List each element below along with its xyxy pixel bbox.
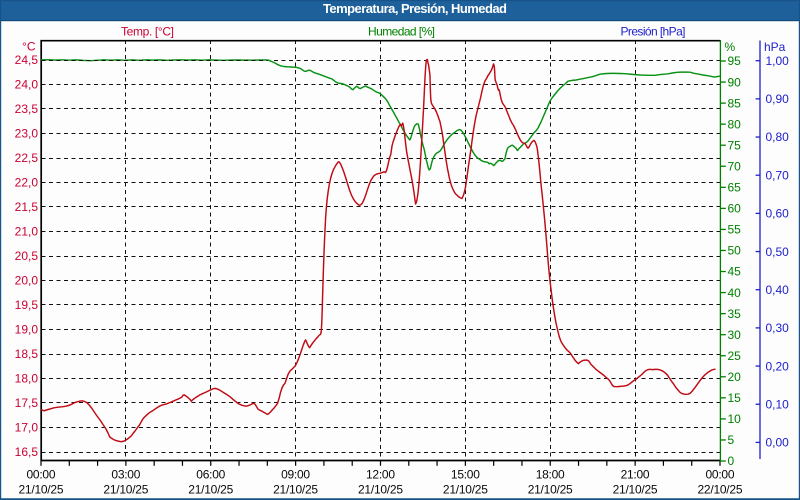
svg-text:Humedad [%]: Humedad [%] — [368, 25, 435, 39]
svg-text:Temperatura, Presión, Humedad: Temperatura, Presión, Humedad — [323, 1, 507, 16]
svg-text:00:00: 00:00 — [706, 468, 735, 482]
svg-text:21,5: 21,5 — [15, 200, 39, 214]
svg-text:%: % — [725, 40, 736, 54]
svg-text:90: 90 — [728, 75, 742, 89]
svg-text:75: 75 — [728, 138, 742, 152]
svg-text:hPa: hPa — [764, 40, 786, 54]
svg-text:21/10/25: 21/10/25 — [528, 482, 573, 496]
svg-text:0,70: 0,70 — [766, 168, 790, 182]
svg-text:85: 85 — [728, 96, 742, 110]
svg-text:19,0: 19,0 — [15, 323, 39, 337]
svg-text:22,5: 22,5 — [15, 151, 39, 165]
svg-text:20,5: 20,5 — [15, 249, 39, 263]
svg-text:18,5: 18,5 — [15, 347, 39, 361]
svg-text:0,00: 0,00 — [766, 436, 790, 450]
svg-text:21/10/25: 21/10/25 — [358, 482, 403, 496]
svg-text:17,0: 17,0 — [15, 421, 39, 435]
svg-text:24,0: 24,0 — [15, 78, 39, 92]
svg-text:20: 20 — [728, 370, 742, 384]
svg-text:12:00: 12:00 — [366, 468, 395, 482]
svg-text:10: 10 — [728, 412, 742, 426]
svg-text:21/10/25: 21/10/25 — [273, 482, 318, 496]
svg-text:18,0: 18,0 — [15, 372, 39, 386]
svg-text:45: 45 — [728, 265, 742, 279]
svg-text:21/10/25: 21/10/25 — [19, 482, 64, 496]
svg-text:95: 95 — [728, 54, 742, 68]
svg-text:15:00: 15:00 — [451, 468, 480, 482]
svg-text:20,0: 20,0 — [15, 274, 39, 288]
svg-text:21,0: 21,0 — [15, 225, 39, 239]
svg-text:30: 30 — [728, 328, 742, 342]
svg-text:21/10/25: 21/10/25 — [188, 482, 233, 496]
svg-text:°C: °C — [22, 40, 36, 54]
svg-text:19,5: 19,5 — [15, 298, 39, 312]
svg-text:0,30: 0,30 — [766, 321, 790, 335]
svg-text:0,10: 0,10 — [766, 397, 790, 411]
svg-text:0,80: 0,80 — [766, 130, 790, 144]
svg-text:21/10/25: 21/10/25 — [103, 482, 148, 496]
svg-text:0,90: 0,90 — [766, 92, 790, 106]
svg-text:65: 65 — [728, 181, 742, 195]
svg-text:15: 15 — [728, 391, 742, 405]
svg-text:23,0: 23,0 — [15, 127, 39, 141]
svg-text:0,60: 0,60 — [766, 207, 790, 221]
svg-text:16,5: 16,5 — [15, 445, 39, 459]
svg-text:0,50: 0,50 — [766, 245, 790, 259]
svg-text:40: 40 — [728, 286, 742, 300]
svg-text:80: 80 — [728, 117, 742, 131]
svg-text:25: 25 — [728, 349, 742, 363]
svg-text:17,5: 17,5 — [15, 396, 39, 410]
svg-text:Presión [hPa]: Presión [hPa] — [621, 25, 686, 39]
svg-text:00:00: 00:00 — [27, 468, 56, 482]
svg-text:03:00: 03:00 — [111, 468, 140, 482]
svg-text:06:00: 06:00 — [196, 468, 225, 482]
svg-text:60: 60 — [728, 202, 742, 216]
svg-text:21/10/25: 21/10/25 — [443, 482, 488, 496]
svg-text:22/10/25: 22/10/25 — [698, 482, 743, 496]
svg-text:70: 70 — [728, 160, 742, 174]
svg-text:22,0: 22,0 — [15, 176, 39, 190]
svg-text:0: 0 — [728, 454, 735, 468]
svg-text:0,40: 0,40 — [766, 283, 790, 297]
svg-text:09:00: 09:00 — [281, 468, 310, 482]
svg-text:18:00: 18:00 — [536, 468, 565, 482]
svg-text:0,20: 0,20 — [766, 359, 790, 373]
svg-text:21/10/25: 21/10/25 — [613, 482, 658, 496]
svg-text:23,5: 23,5 — [15, 102, 39, 116]
svg-text:1,00: 1,00 — [766, 54, 790, 68]
svg-text:55: 55 — [728, 223, 742, 237]
svg-text:50: 50 — [728, 244, 742, 258]
svg-text:5: 5 — [728, 433, 735, 447]
svg-text:Temp. [°C]: Temp. [°C] — [121, 25, 174, 39]
svg-text:24,5: 24,5 — [15, 53, 39, 67]
svg-text:21:00: 21:00 — [621, 468, 650, 482]
svg-text:35: 35 — [728, 307, 742, 321]
